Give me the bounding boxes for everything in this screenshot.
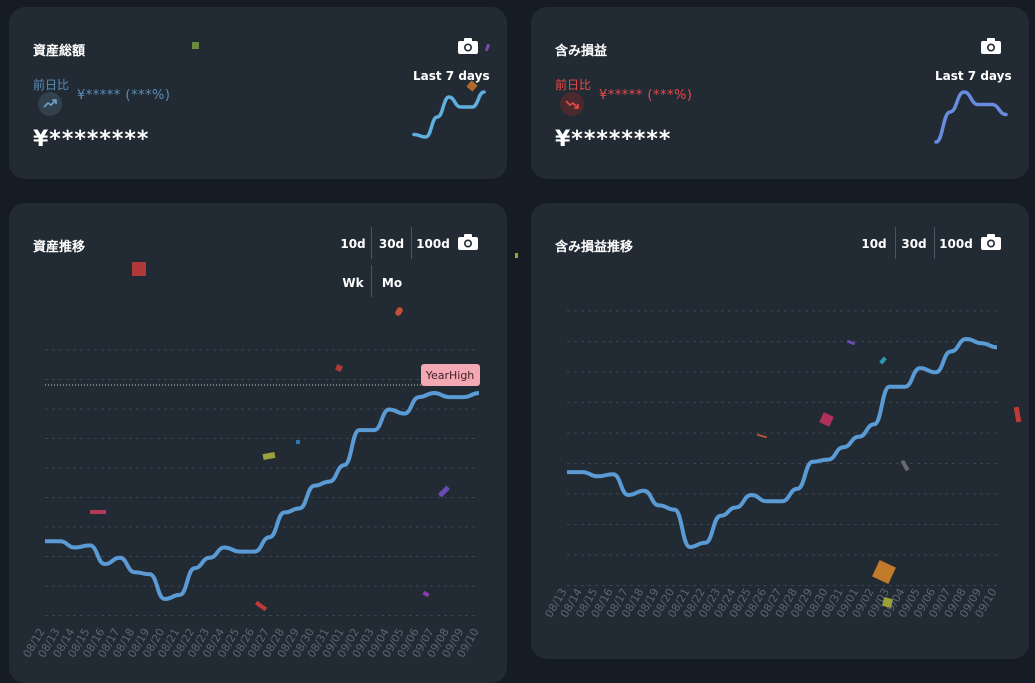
- range-30d-button[interactable]: 30d: [901, 237, 927, 251]
- camera-icon[interactable]: [457, 233, 479, 251]
- unrealized-pl-card: 含み損益 前日比 ¥***** (***%) ¥******** Last 7 …: [531, 7, 1029, 179]
- asset-line-chart: YearHigh08/1208/1308/1408/1508/1608/1708…: [20, 349, 482, 660]
- compare-label: 前日比: [33, 78, 70, 92]
- range-100d-button[interactable]: 100d: [416, 237, 450, 251]
- total-amount: ¥********: [555, 127, 672, 152]
- divider: [371, 265, 372, 297]
- card-title: 含み損益: [555, 44, 608, 59]
- range-week-button[interactable]: Wk: [342, 276, 364, 290]
- camera-icon[interactable]: [980, 233, 1002, 251]
- divider: [371, 227, 372, 259]
- series-line: [567, 337, 998, 549]
- trend-up-icon: [38, 92, 62, 116]
- range-30d-button[interactable]: 30d: [378, 237, 405, 251]
- camera-icon[interactable]: [980, 37, 1002, 55]
- pl-history-card: 含み損益推移 10d 30d 100d 08/13 08/14 08/15 08/16…: [531, 203, 1029, 659]
- divider: [411, 227, 412, 259]
- confetti: [515, 253, 518, 258]
- sparkline: [412, 90, 486, 139]
- card-title: 含み損益推移: [555, 240, 634, 255]
- spark-label: Last 7 days: [935, 69, 1012, 83]
- spark-label: Last 7 days: [413, 69, 490, 83]
- divider: [895, 227, 896, 259]
- total-amount: ¥********: [33, 127, 150, 152]
- range-10d-button[interactable]: 10d: [861, 237, 887, 251]
- total-assets-card: 資産総額 前日比 ¥***** (***%) ¥******** Last 7 …: [9, 7, 507, 179]
- compare-label: 前日比: [555, 78, 592, 92]
- card-title: 資産推移: [33, 240, 86, 255]
- divider: [934, 227, 935, 259]
- series-line: [45, 391, 480, 601]
- trend-down-icon: [560, 92, 584, 116]
- camera-icon[interactable]: [457, 37, 479, 55]
- range-month-button[interactable]: Mo: [381, 276, 403, 290]
- sparkline-path: [412, 90, 486, 139]
- year-high-text: YearHigh: [425, 369, 475, 382]
- change-value: ¥***** (***%): [599, 88, 693, 103]
- range-100d-button[interactable]: 100d: [939, 237, 973, 251]
- range-10d-button[interactable]: 10d: [340, 237, 366, 251]
- sparkline-path: [934, 90, 1008, 144]
- change-value: ¥***** (***%): [77, 88, 171, 103]
- asset-history-card: 資産推移 10d 30d 100d Wk Mo YearHigh 08/12 08/…: [9, 203, 507, 683]
- pl-line-chart: 08/1308/1408/1508/1608/1708/1808/1908/20…: [542, 310, 1000, 620]
- card-title: 資産総額: [33, 44, 86, 59]
- sparkline: [934, 90, 1008, 144]
- year-high-label: YearHigh: [421, 364, 480, 386]
